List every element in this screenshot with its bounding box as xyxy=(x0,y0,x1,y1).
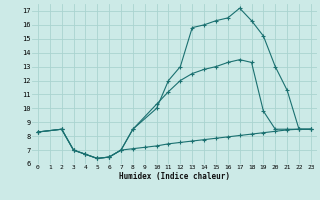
X-axis label: Humidex (Indice chaleur): Humidex (Indice chaleur) xyxy=(119,172,230,181)
